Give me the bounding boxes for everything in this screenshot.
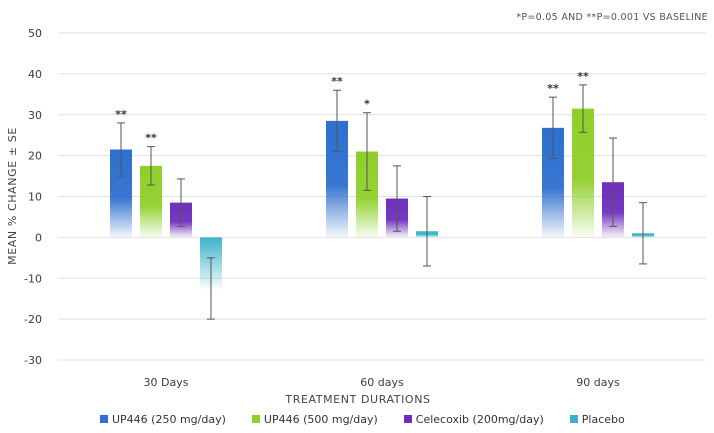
x-axis-title: TREATMENT DURATIONS bbox=[284, 393, 430, 406]
significance-marker: * bbox=[364, 98, 370, 111]
legend-label: Celecoxib (200mg/day) bbox=[415, 412, 544, 426]
x-tick-label: 30 Days bbox=[144, 376, 189, 389]
y-tick-label: -10 bbox=[24, 272, 42, 285]
y-axis-title: MEAN % CHANGE ± SE bbox=[6, 127, 19, 265]
error-bar bbox=[177, 178, 185, 227]
significance-marker: ** bbox=[577, 70, 589, 83]
y-tick-label: 40 bbox=[28, 68, 42, 81]
bar bbox=[356, 151, 378, 238]
bars bbox=[110, 108, 654, 289]
legend-label: UP446 (500 mg/day) bbox=[263, 412, 378, 426]
error-bar bbox=[147, 146, 155, 186]
error-bar bbox=[609, 137, 617, 227]
legend-item: UP446 (250 mg/day) bbox=[100, 413, 226, 426]
error-bar bbox=[549, 96, 557, 159]
gridlines bbox=[58, 32, 706, 361]
error-bar bbox=[579, 84, 587, 133]
y-tick-label: 50 bbox=[28, 27, 42, 40]
x-tick-label: 60 days bbox=[360, 376, 404, 389]
error-bar bbox=[363, 112, 371, 191]
error-bar bbox=[207, 257, 215, 320]
significance-note: *P=0.05 AND **P=0.001 VS BASELINE bbox=[516, 12, 708, 23]
bar bbox=[326, 120, 348, 238]
x-axis-ticks: 30 Days 60 days 90 days bbox=[144, 376, 620, 389]
legend-label: UP446 (250 mg/day) bbox=[112, 412, 226, 426]
x-tick-label: 90 days bbox=[576, 376, 620, 389]
legend-item: Celecoxib (200mg/day) bbox=[403, 412, 544, 426]
significance-marker: ** bbox=[547, 82, 559, 95]
legend-item: UP446 (500 mg/day) bbox=[251, 412, 378, 426]
legend: UP446 (250 mg/day) UP446 (500 mg/day) Cele… bbox=[100, 410, 625, 428]
significance-marker: ** bbox=[331, 75, 343, 88]
y-axis-ticks: -30 -20 -10 0 10 20 30 40 50 bbox=[24, 27, 42, 367]
legend-item: Placebo bbox=[569, 412, 625, 426]
y-tick-label: 20 bbox=[28, 150, 42, 163]
bar bbox=[542, 127, 564, 238]
legend-swatch bbox=[403, 415, 412, 423]
y-tick-label: -20 bbox=[24, 313, 42, 326]
error-bar bbox=[423, 196, 431, 267]
y-tick-label: 30 bbox=[28, 109, 42, 122]
significance-markers: *********** bbox=[115, 70, 589, 145]
error-bar bbox=[333, 89, 341, 153]
bar bbox=[110, 149, 132, 238]
y-tick-label: -30 bbox=[24, 354, 42, 367]
error-bars bbox=[117, 84, 647, 320]
significance-marker: ** bbox=[115, 108, 127, 121]
y-tick-label: 10 bbox=[28, 191, 42, 204]
bar bbox=[140, 165, 162, 238]
legend-label: Placebo bbox=[581, 412, 625, 426]
error-bar bbox=[639, 202, 647, 265]
error-bar bbox=[117, 122, 125, 177]
legend-swatch bbox=[100, 415, 108, 423]
error-bar bbox=[393, 165, 401, 232]
bar bbox=[572, 108, 594, 238]
y-tick-label: 0 bbox=[35, 231, 42, 244]
significance-marker: ** bbox=[145, 132, 157, 145]
legend-swatch bbox=[251, 415, 260, 423]
legend-swatch bbox=[569, 415, 578, 423]
